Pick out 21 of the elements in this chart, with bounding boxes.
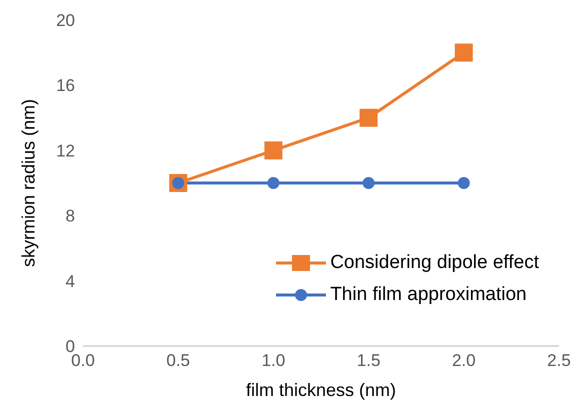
y-tick-label: 8 bbox=[66, 206, 75, 226]
x-tick-label: 1.0 bbox=[262, 351, 286, 370]
point bbox=[362, 177, 375, 189]
point bbox=[360, 108, 378, 127]
y-tick-label: 20 bbox=[56, 10, 75, 30]
y-tick-label: 16 bbox=[56, 76, 75, 96]
x-tick-label: 0.0 bbox=[71, 351, 95, 370]
legend-label: Thin film approximation bbox=[330, 284, 527, 306]
x-tick-label: 2.5 bbox=[547, 351, 571, 370]
legend-label: Considering dipole effect bbox=[330, 252, 539, 274]
y-tick-label: 12 bbox=[56, 141, 75, 160]
x-axis-title: film thickness (nm) bbox=[246, 380, 396, 400]
x-tick-label: 0.5 bbox=[166, 351, 190, 370]
x-tick-label: 1.5 bbox=[356, 351, 380, 370]
point bbox=[454, 44, 473, 62]
x-tick-label: 2.0 bbox=[452, 351, 476, 370]
point bbox=[264, 141, 282, 160]
y-tick-label: 4 bbox=[66, 272, 75, 291]
y-axis-title: skyrmion radius (nm) bbox=[18, 98, 38, 268]
point bbox=[267, 177, 280, 189]
point bbox=[458, 177, 470, 189]
